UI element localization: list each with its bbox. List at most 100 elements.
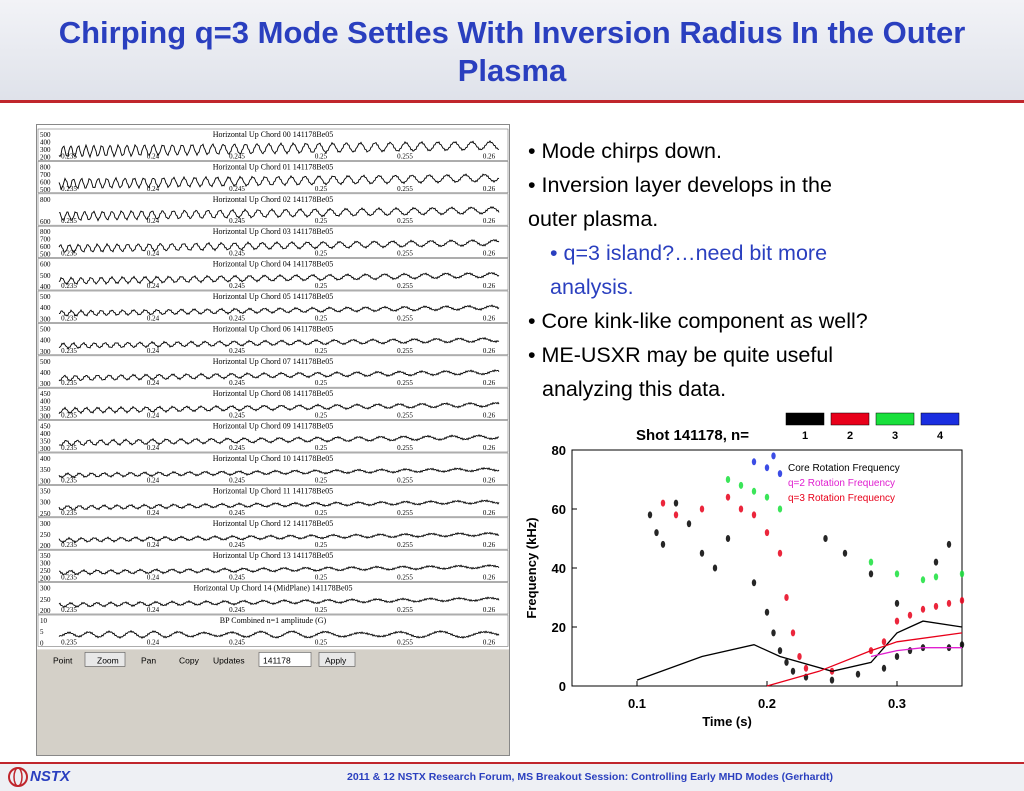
point-button[interactable] [41, 652, 81, 667]
chord-panel: Horizontal Up Chord 13 141178Be053503002… [37, 549, 509, 583]
y-tick-label: 500 [40, 358, 51, 366]
x-tick-label: 0.255 [397, 541, 413, 549]
mode-point-n2 [660, 499, 666, 507]
panel-frame [37, 485, 509, 518]
mode-point-n4 [764, 464, 770, 472]
toolbar-background [37, 649, 509, 755]
apply-button[interactable] [318, 652, 356, 667]
mode-point-n3 [764, 493, 770, 501]
x-tick-label: 0.26 [483, 250, 496, 258]
mode-point-n3 [933, 573, 939, 581]
x-tick-label: 0.245 [229, 574, 245, 582]
chord-trace [58, 140, 500, 159]
y-tick-label: 600 [40, 218, 51, 226]
copy-label: Copy [179, 655, 200, 665]
chord-panel: Horizontal Up Chord 05 141178Be05 500 400 3… [37, 290, 509, 323]
mode-point-n1 [647, 511, 653, 519]
x-tick-label: 0.235 [61, 509, 77, 517]
x-tick-label: 0.26 [483, 476, 496, 484]
y-axis-label: Frequency (kHz) [524, 517, 539, 618]
y-tick-label: 400 [40, 455, 51, 463]
y-tick-label: 350 [40, 405, 51, 413]
x-tick-label: 0.245 [229, 379, 245, 387]
chord-trace [58, 173, 500, 191]
x-tick-label: 0.24 [147, 185, 160, 193]
mode-point-n2 [920, 605, 926, 613]
apply-label: Apply [325, 655, 347, 665]
updates-button[interactable] [201, 652, 253, 667]
x-tick-label: 0.255 [397, 217, 413, 225]
y-tick-label: 300 [40, 380, 51, 388]
x-tick-label: 0.25 [315, 412, 328, 420]
chord-trace [58, 466, 500, 479]
title-divider [0, 100, 1024, 103]
sub-bullet-q3-island: • q=3 island?…need bit more [550, 241, 828, 265]
mode-point-n1 [881, 664, 887, 672]
panel-label: Horizontal Up Chord 11 141178Be05 [213, 486, 333, 495]
x-tick-label: 0.25 [315, 541, 328, 549]
x-tick-label: 0.245 [229, 412, 245, 420]
chord-trace [58, 531, 500, 544]
x-tick-label: 0.245 [229, 476, 245, 484]
x-tick-label: 0.24 [147, 606, 160, 614]
mode-point-n2 [790, 629, 796, 637]
y-tick-label: 500 [40, 325, 51, 333]
bullet-core-kink: • Core kink-like component as well? [528, 309, 868, 333]
panel-label: Horizontal Up Chord 08 141178Be05 [213, 389, 334, 398]
panel-label: Horizontal Up Chord 06 141178Be05 [213, 324, 334, 333]
y-tick-label: 300 [40, 585, 51, 593]
y-tick-label: 300 [40, 413, 51, 421]
x-tick-label: 0.25 [315, 638, 328, 646]
panel-frame [37, 128, 509, 161]
panel-label: Horizontal Up Chord 07 141178Be05 [213, 357, 334, 366]
chord-trace [59, 564, 500, 576]
zoom-button[interactable] [84, 652, 126, 667]
shot-input-value: 141178 [263, 655, 291, 665]
x-tick-label: 0.255 [397, 476, 413, 484]
copy-button[interactable] [167, 652, 207, 667]
y-tick-label: 450 [40, 423, 51, 431]
mode-point-n4 [751, 458, 757, 466]
x-tick-label: 0.255 [397, 314, 413, 322]
y-tick-label: 250 [40, 596, 51, 604]
mode-point-n2 [738, 505, 744, 513]
panel-frame [37, 452, 509, 485]
mode-point-n1 [654, 529, 659, 537]
y-tick-label: 300 [40, 499, 51, 507]
chord-panel: Horizontal Up Chord 14 (MidPlane) 141178… [37, 582, 509, 615]
mode-point-n4 [777, 470, 783, 478]
x-tick-label: 0.25 [315, 250, 328, 258]
legend-label-n2: 2 [847, 430, 853, 442]
mode-point-n4 [771, 452, 776, 460]
x-tick-label: 0.245 [229, 152, 245, 160]
mode-point-n2 [699, 505, 705, 513]
chord-trace [58, 206, 500, 222]
shot-input[interactable] [258, 652, 312, 667]
updates-label: Updates [213, 655, 245, 665]
x-tick-label: 0.255 [397, 412, 413, 420]
x-tick-label: 0.24 [147, 476, 160, 484]
legend-swatch-n4 [920, 412, 960, 426]
footer-citation: 2011 & 12 NSTX Research Forum, MS Breako… [346, 771, 834, 783]
panel-frame [37, 355, 509, 388]
x-tick-label: 0.25 [315, 444, 328, 452]
chord-trace [58, 304, 500, 317]
mode-point-n3 [725, 476, 731, 483]
mode-point-n1 [777, 647, 783, 655]
mode-point-n3 [959, 570, 965, 578]
x-tick-label: 0.25 [315, 574, 328, 582]
mode-point-n1 [894, 653, 900, 660]
chord-trace [58, 238, 500, 254]
nstx-logo-icon [8, 767, 28, 787]
x-tick-label: 0.24 [147, 541, 160, 549]
x-tick-label: 0.235 [61, 282, 77, 290]
y-tick-label: 200 [40, 607, 51, 615]
x-tick-label: 0.235 [61, 217, 77, 225]
mode-point-n1 [894, 599, 900, 607]
mode-point-n2 [803, 664, 809, 672]
pan-button[interactable] [129, 652, 169, 667]
x-tick-label: 0.255 [397, 152, 413, 160]
legend-swatch-n2 [830, 412, 870, 426]
mode-point-n2 [907, 611, 913, 619]
x-tick-label: 0.235 [61, 250, 77, 258]
